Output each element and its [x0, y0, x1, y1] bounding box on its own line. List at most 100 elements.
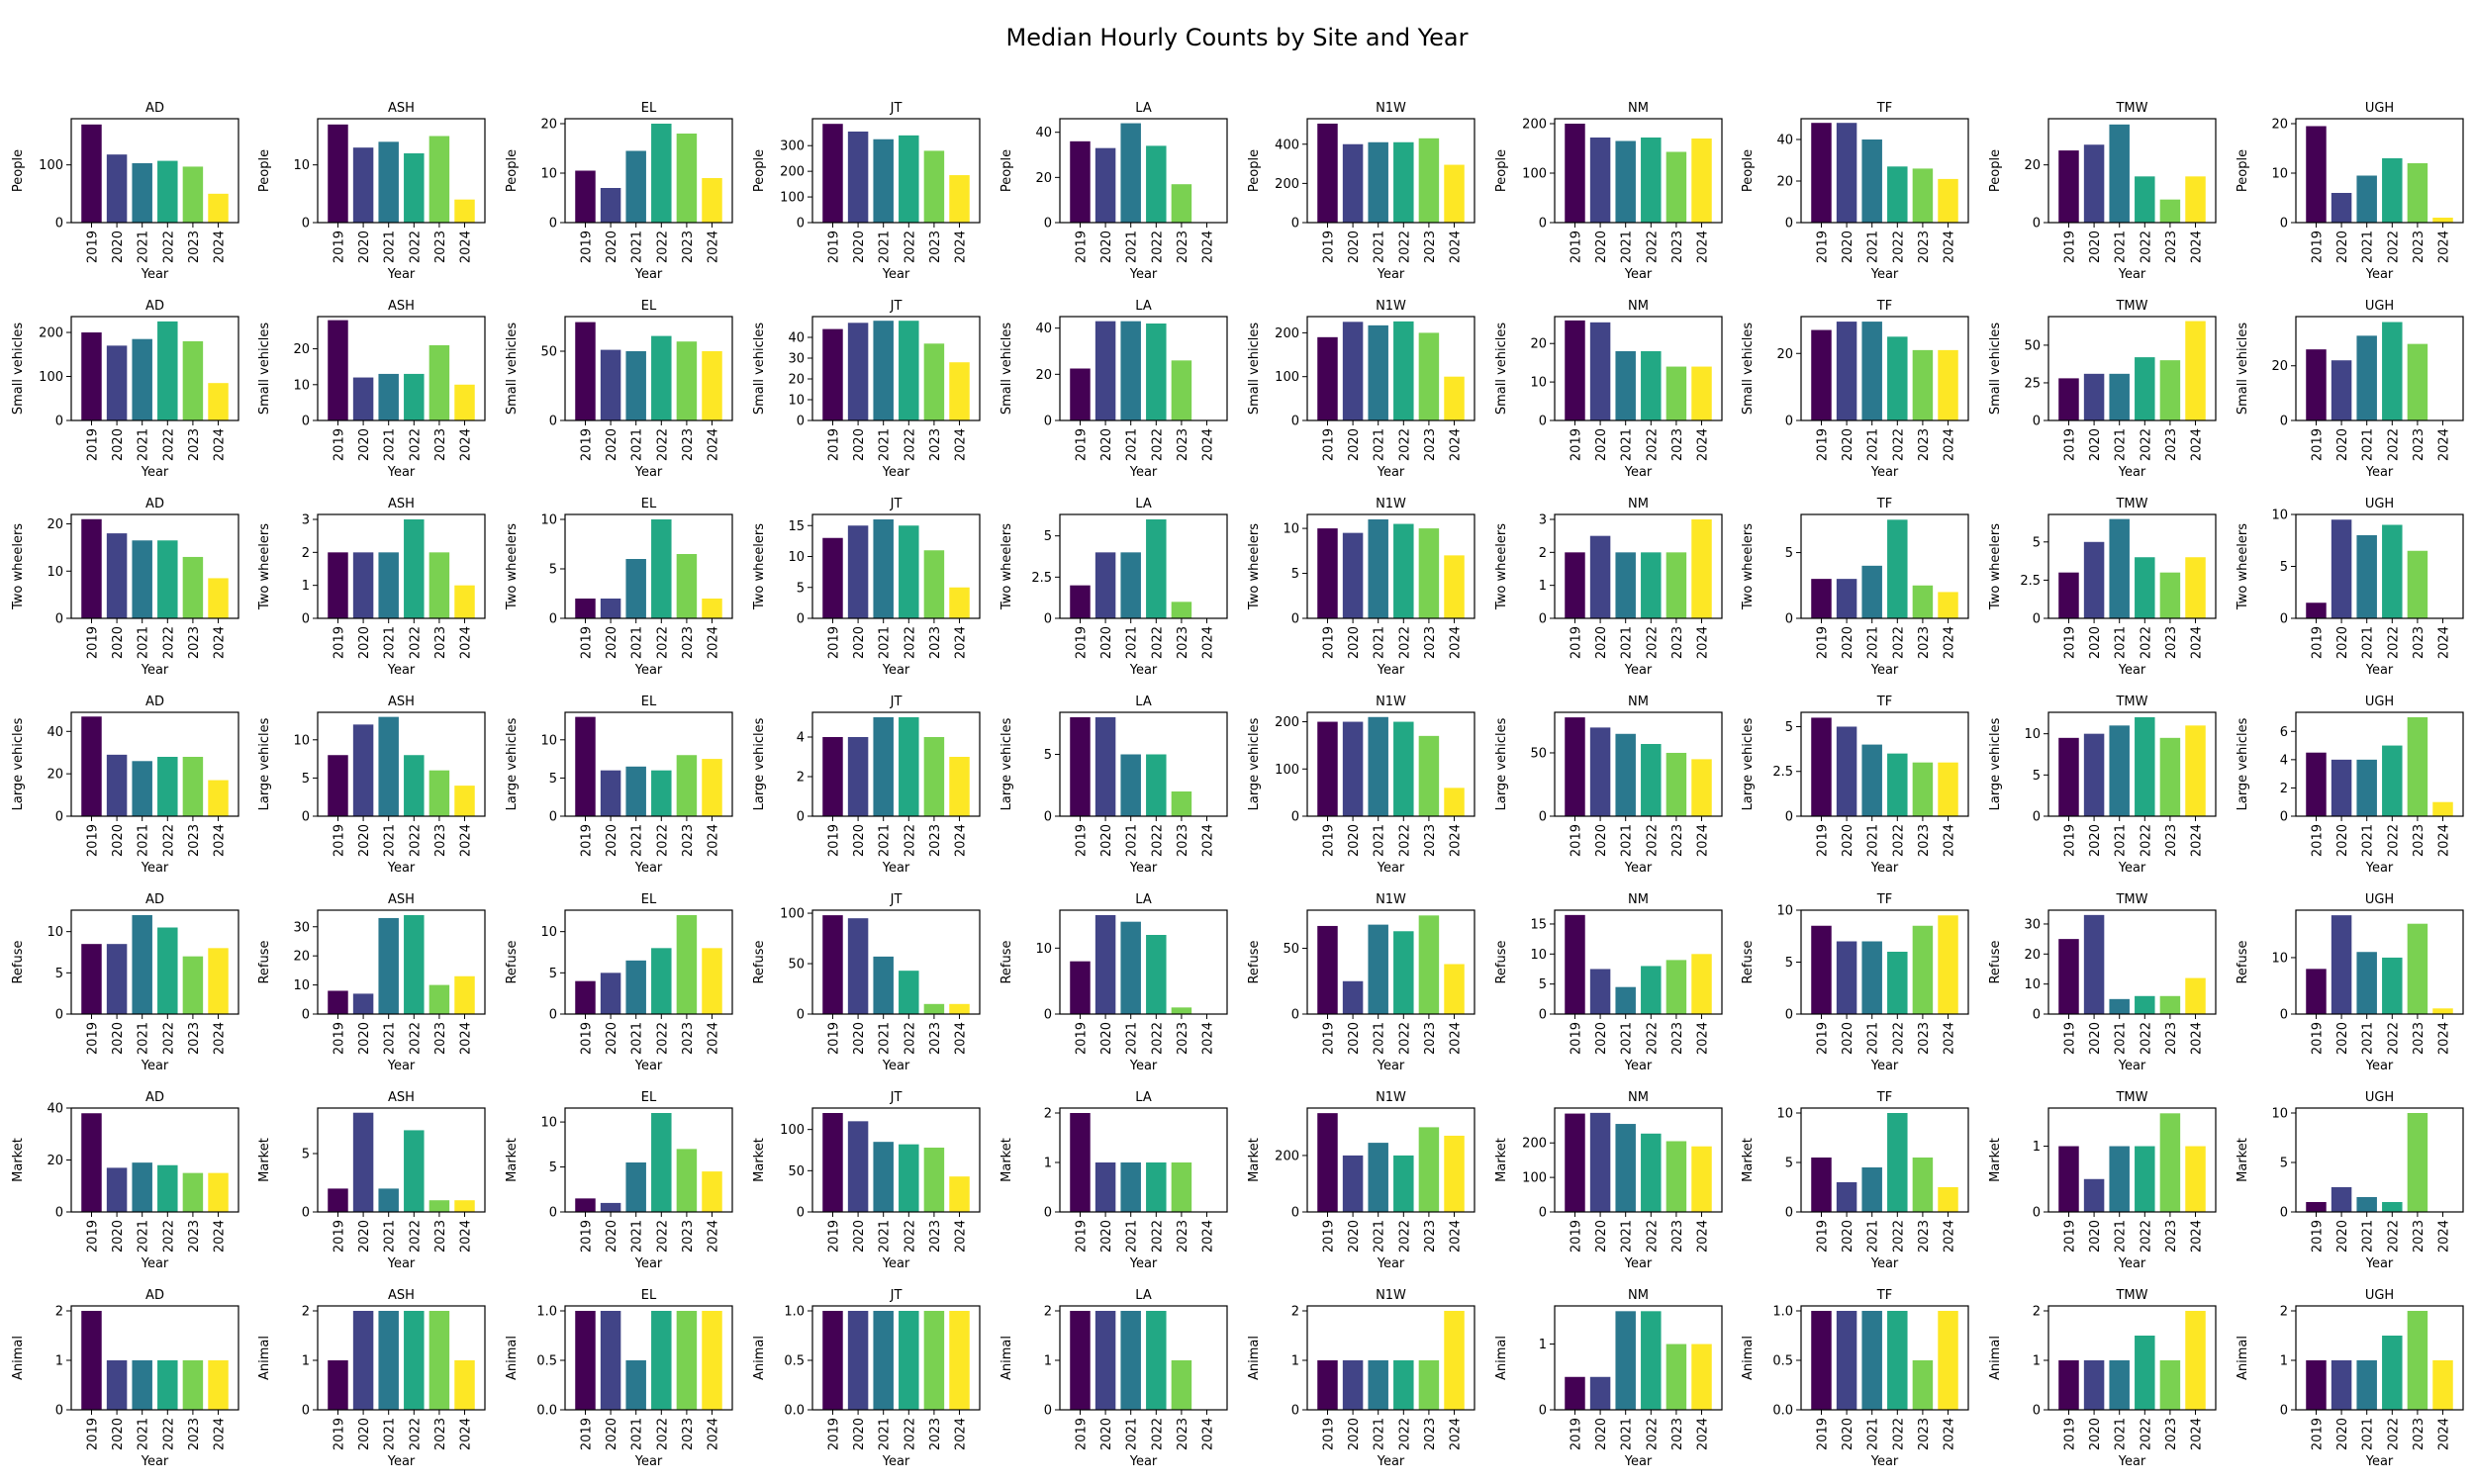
bar-2021	[1615, 1124, 1636, 1212]
x-tick-label: 2019	[2310, 428, 2325, 461]
bar-2020	[847, 918, 869, 1014]
x-tick-label: 2022	[1397, 428, 1412, 461]
y-tick-label: 50	[1530, 746, 1547, 761]
bar-2019	[822, 1113, 843, 1212]
bar-2020	[1094, 1162, 1116, 1212]
bar-2020	[1342, 532, 1364, 618]
bar-2021	[1120, 552, 1141, 618]
y-tick-label: 10	[2024, 977, 2041, 992]
x-tick-label: 2021	[630, 1022, 645, 1055]
x-axis-label: Year	[387, 1059, 416, 1073]
panel-two-wheelers-ash: 0 1 2 3 2019 2020 2021 2022 2023 2024 ASH Year Two w…	[257, 497, 486, 678]
x-tick-label: 2020	[1347, 1418, 1362, 1450]
bar-2020	[106, 1360, 128, 1410]
panel-small-vehicles-nm: 0 10 20 2019 2020 2021 2022 2023 2024 NM Year Small…	[1494, 299, 1723, 480]
x-axis-label: Year	[1624, 861, 1653, 876]
x-tick-label: 2021	[630, 1220, 645, 1252]
panel-large-vehicles-jt: 0 2 4 2019 2020 2021 2022 2023 2024 JT Year Large v…	[752, 695, 981, 876]
bar-2019	[575, 322, 596, 420]
bar-2022	[1641, 1133, 1662, 1212]
panel-title: TMW	[2115, 101, 2147, 116]
y-axis-label: Refuse	[1247, 940, 1262, 983]
x-tick-label: 2024	[2190, 626, 2205, 659]
y-tick-label: 20	[1035, 171, 1052, 186]
y-axis-label: Two wheelers	[257, 523, 272, 610]
x-tick-label: 2020	[1347, 428, 1362, 461]
bar-2020	[600, 349, 621, 420]
y-tick-label: 10	[1776, 904, 1793, 919]
y-axis-label: Two wheelers	[2236, 523, 2250, 610]
bar-2021	[378, 552, 399, 618]
x-tick-label: 2024	[1201, 1220, 1216, 1252]
bar-2022	[157, 1164, 178, 1212]
bar-2023	[1418, 1360, 1440, 1410]
x-tick-label: 2021	[137, 231, 151, 263]
bar-2023	[182, 956, 204, 1014]
x-tick-label: 2023	[928, 231, 943, 263]
panel-title: TF	[1876, 497, 1892, 511]
y-axis-label: Small vehicles	[257, 323, 272, 416]
y-tick-label: 0	[1291, 1206, 1299, 1221]
x-tick-label: 2020	[1841, 231, 1856, 263]
panel-animal-tf: 0.0 0.5 1.0 2019 2020 2021 2022 2023 2024 TF Year A…	[1741, 1288, 1969, 1469]
axes-frame	[1554, 711, 1723, 817]
x-axis-label: Year	[1377, 663, 1405, 678]
x-tick-label: 2019	[1074, 231, 1089, 263]
x-tick-label: 2024	[954, 824, 969, 857]
bar-2024	[208, 1360, 229, 1410]
y-tick-label: 50	[2024, 338, 2041, 353]
x-tick-label: 2022	[1150, 231, 1165, 263]
bar-2024	[702, 759, 722, 816]
y-axis-label: Refuse	[752, 940, 767, 983]
bar-2023	[1912, 349, 1934, 420]
y-axis-label: People	[11, 149, 26, 192]
x-tick-label: 2021	[1125, 1022, 1140, 1055]
x-axis-label: Year	[2118, 663, 2146, 678]
panel-title: N1W	[1376, 299, 1406, 314]
bar-2022	[2382, 158, 2403, 223]
y-tick-label: 1	[1539, 1338, 1547, 1352]
x-tick-label: 2023	[1423, 1022, 1438, 1055]
y-tick-label: 0	[1044, 415, 1052, 429]
y-tick-label: 200	[1275, 715, 1299, 730]
y-tick-label: 0	[55, 1206, 63, 1221]
y-tick-label: 0	[1539, 1404, 1547, 1419]
x-tick-label: 2020	[605, 1220, 619, 1252]
x-tick-label: 2021	[1620, 428, 1635, 461]
x-axis-label: Year	[634, 1454, 663, 1469]
bar-2023	[1912, 925, 1934, 1014]
bar-2020	[2331, 1187, 2352, 1212]
x-tick-label: 2024	[707, 824, 721, 857]
bar-2024	[1691, 366, 1712, 420]
bar-2023	[676, 1149, 698, 1212]
y-tick-label: 0.5	[784, 1354, 805, 1369]
bar-2021	[2356, 535, 2377, 618]
x-axis-label: Year	[2365, 465, 2394, 480]
y-tick-label: 4	[797, 731, 805, 746]
bar-2022	[1641, 744, 1662, 816]
x-tick-label: 2020	[111, 1418, 126, 1450]
bar-2023	[1418, 528, 1440, 618]
x-tick-label: 2021	[2361, 824, 2376, 857]
bar-2021	[873, 717, 894, 816]
x-tick-label: 2024	[954, 1022, 969, 1055]
y-axis-label: Market	[2236, 1138, 2250, 1182]
x-tick-label: 2023	[1670, 1022, 1685, 1055]
bar-2024	[208, 780, 229, 816]
y-tick-label: 0	[1044, 1206, 1052, 1221]
x-tick-label: 2020	[1841, 626, 1856, 659]
y-tick-label: 0	[797, 1008, 805, 1023]
x-tick-label: 2021	[878, 626, 893, 659]
bar-2024	[2432, 1008, 2453, 1014]
bar-2021	[132, 915, 152, 1014]
x-tick-label: 2019	[85, 1418, 100, 1450]
y-tick-label: 2	[1291, 1305, 1299, 1320]
panel-title: ASH	[388, 101, 415, 116]
x-tick-label: 2024	[1943, 1022, 1957, 1055]
x-tick-label: 2022	[2139, 428, 2153, 461]
bar-2021	[625, 150, 646, 223]
x-tick-label: 2023	[1423, 824, 1438, 857]
panel-title: UGH	[2365, 1090, 2394, 1105]
y-tick-label: 0	[55, 810, 63, 825]
bar-2023	[1171, 1007, 1192, 1014]
